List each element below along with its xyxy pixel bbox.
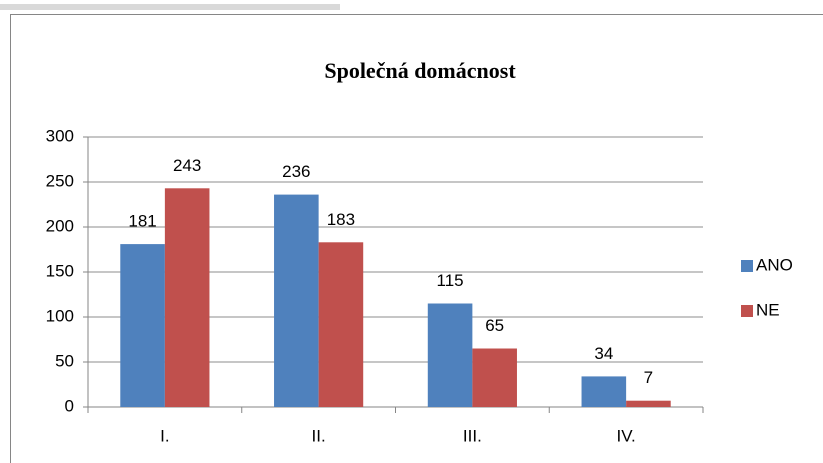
bar <box>318 242 364 407</box>
legend-label: NE <box>756 300 780 319</box>
bar <box>581 376 627 407</box>
bar <box>427 303 473 407</box>
data-label: 65 <box>485 316 504 335</box>
bar <box>274 194 319 407</box>
y-tick-label: 200 <box>46 216 74 235</box>
x-tick-label: III. <box>463 426 482 445</box>
legend-label: ANO <box>756 255 793 274</box>
x-tick-label: II. <box>312 426 326 445</box>
shadow <box>0 4 340 10</box>
x-tick-label: IV. <box>617 426 636 445</box>
y-tick-label: 100 <box>46 306 74 325</box>
y-tick-label: 250 <box>46 171 74 190</box>
legend-swatch <box>741 260 753 272</box>
bar <box>120 244 165 407</box>
data-label: 236 <box>282 162 310 181</box>
y-tick-label: 0 <box>65 396 74 415</box>
data-label: 7 <box>644 368 653 387</box>
bar <box>626 400 671 407</box>
legend-swatch <box>741 305 753 317</box>
y-tick-label: 300 <box>46 126 74 145</box>
x-tick-label: I. <box>160 426 169 445</box>
bar <box>472 348 517 407</box>
data-label: 243 <box>173 156 201 175</box>
bar <box>164 188 210 407</box>
data-label: 181 <box>128 212 156 231</box>
y-tick-label: 50 <box>55 351 74 370</box>
y-tick-label: 150 <box>46 261 74 280</box>
chart-title: Společná domácnost <box>324 58 516 83</box>
data-label: 115 <box>437 271 464 290</box>
data-label: 183 <box>327 210 355 229</box>
data-label: 34 <box>594 344 613 363</box>
